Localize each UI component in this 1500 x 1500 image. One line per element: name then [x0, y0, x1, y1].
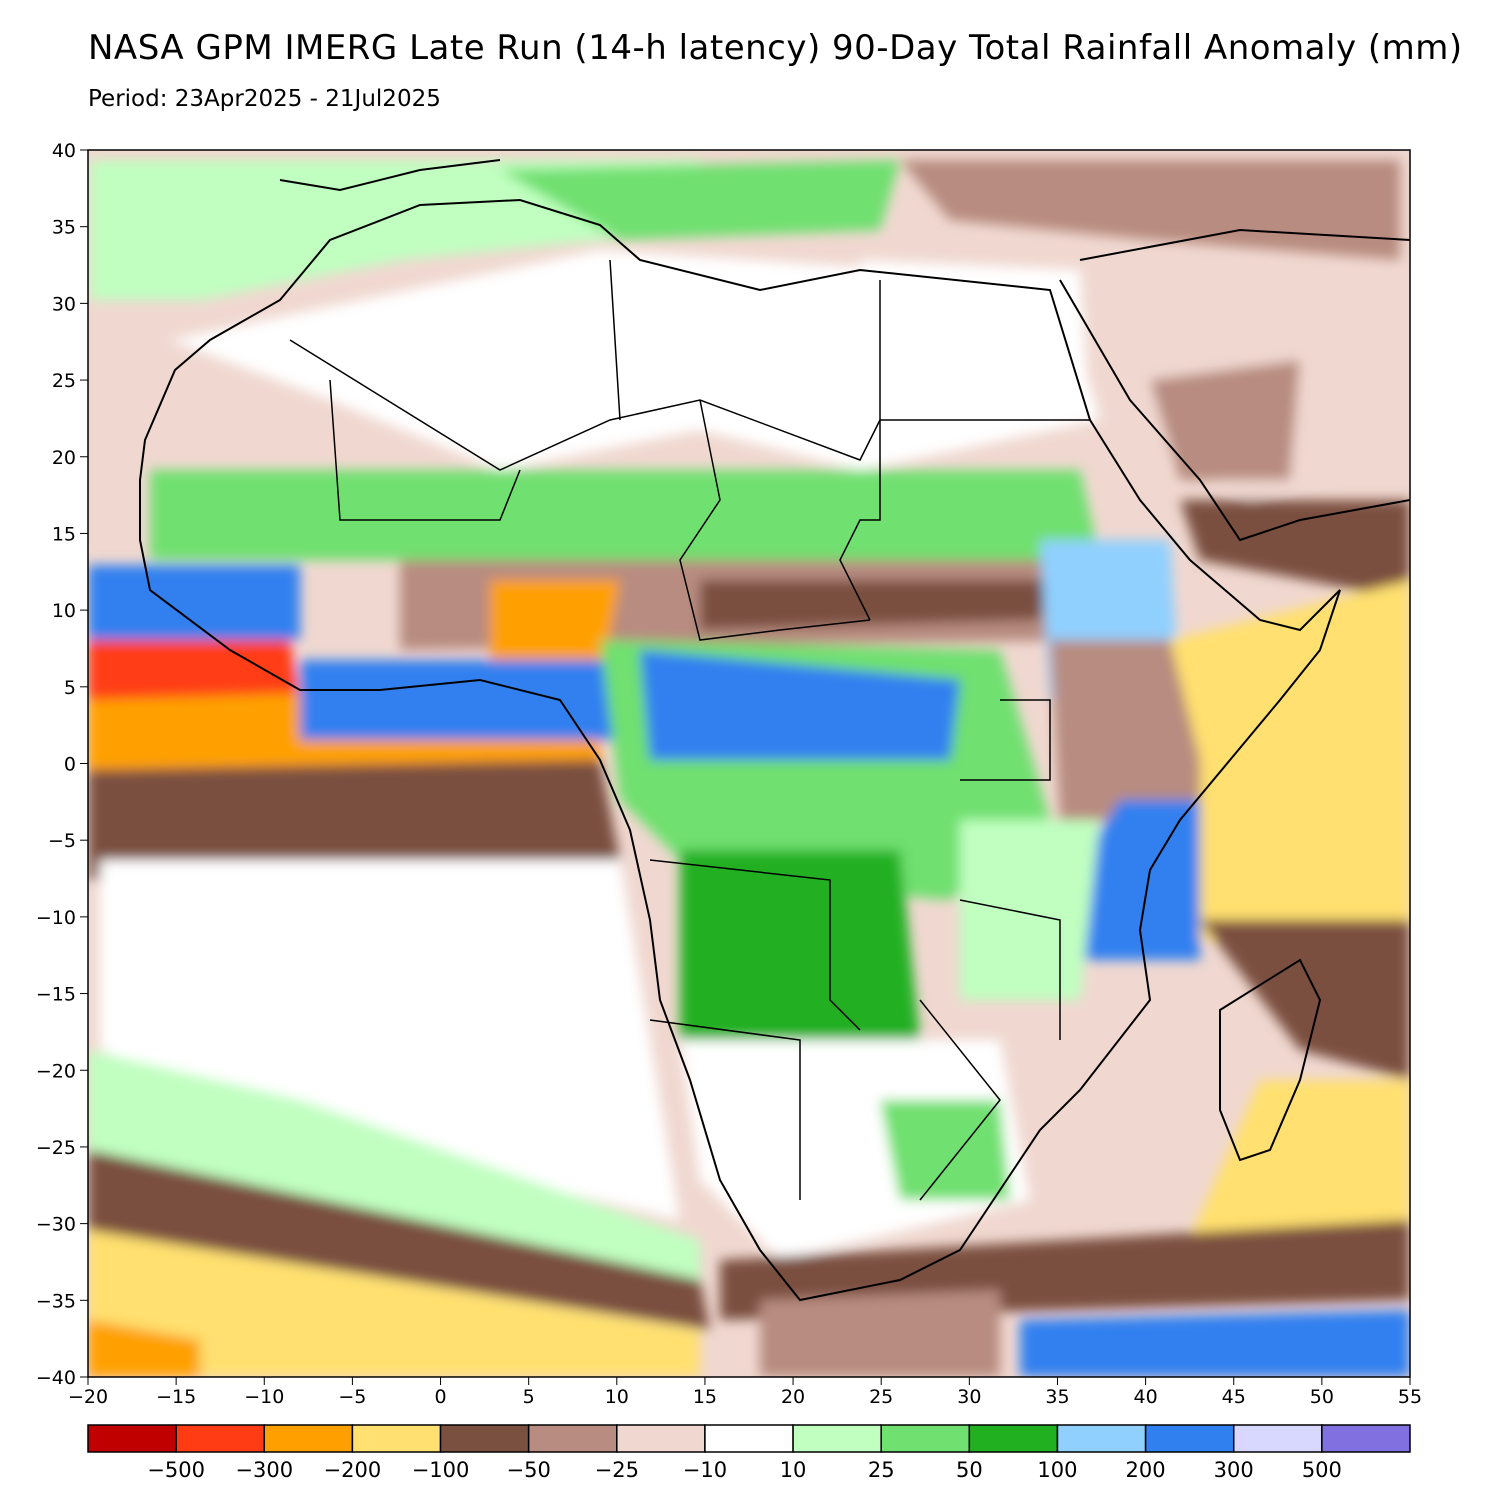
- legend-label: 300: [1214, 1458, 1254, 1482]
- y-tick-label: 10: [52, 600, 76, 622]
- x-tick-label: 15: [693, 1386, 717, 1408]
- legend-swatch: [351, 1424, 442, 1453]
- legend-label: −500: [147, 1458, 205, 1482]
- legend-swatch: [704, 1424, 794, 1453]
- y-tick-label: 30: [52, 293, 76, 315]
- map-title: NASA GPM IMERG Late Run (14-h latency) 9…: [88, 28, 1463, 68]
- legend-swatch: [263, 1424, 354, 1453]
- x-tick-label: 30: [957, 1386, 981, 1408]
- x-tick-label: −20: [68, 1386, 108, 1408]
- y-tick-label: 0: [64, 754, 76, 776]
- x-axis: −20 −15 −10 −5 0 5 10 15 20 25 30 35 40 45 50 55: [68, 1377, 1422, 1408]
- y-tick-label: 5: [64, 677, 76, 699]
- y-tick-label: −20: [36, 1060, 76, 1082]
- y-tick-label: −30: [36, 1214, 76, 1236]
- legend-label: −10: [683, 1458, 727, 1482]
- x-tick-label: 25: [869, 1386, 893, 1408]
- legend-label: 10: [780, 1458, 807, 1482]
- legend-label: −100: [412, 1458, 470, 1482]
- y-tick-label: 15: [52, 523, 76, 545]
- x-tick-label: 50: [1310, 1386, 1334, 1408]
- y-tick-label: −5: [48, 830, 76, 852]
- legend-label: −300: [235, 1458, 293, 1482]
- legend-label: −200: [324, 1458, 382, 1482]
- anomaly-field: [88, 150, 1410, 1377]
- x-tick-label: 5: [523, 1386, 535, 1408]
- legend-label: 25: [868, 1458, 895, 1482]
- country-borders: [289, 259, 1090, 1201]
- x-tick-label: −5: [338, 1386, 366, 1408]
- legend-label: 200: [1126, 1458, 1166, 1482]
- period-subtitle: Period: 23Apr2025 - 21Jul2025: [88, 86, 441, 112]
- x-tick-label: −10: [244, 1386, 284, 1408]
- y-tick-label: −25: [36, 1137, 76, 1159]
- legend-label: −50: [507, 1458, 551, 1482]
- legend-label: 500: [1302, 1458, 1342, 1482]
- legend-swatch: [1321, 1424, 1411, 1453]
- y-tick-label: 25: [52, 370, 76, 392]
- legend-swatch: [439, 1424, 530, 1453]
- y-tick-label: −10: [36, 907, 76, 929]
- legend-swatch: [968, 1424, 1059, 1453]
- legend-swatch: [527, 1424, 618, 1453]
- x-tick-label: 10: [605, 1386, 629, 1408]
- y-tick-label: 35: [52, 217, 76, 239]
- y-tick-label: 20: [52, 447, 76, 469]
- x-tick-label: −15: [156, 1386, 196, 1408]
- y-axis: 40 35 30 25 20 15 10 5 0 −5 −10 −15 −20 −25 −30 −35 −40: [36, 140, 88, 1389]
- y-tick-label: −40: [36, 1367, 76, 1389]
- y-tick-label: −15: [36, 984, 76, 1006]
- legend-swatch: [175, 1424, 266, 1453]
- x-tick-label: 35: [1045, 1386, 1069, 1408]
- x-tick-label: 55: [1398, 1386, 1422, 1408]
- legend-swatch: [616, 1424, 706, 1453]
- legend-swatch: [1056, 1424, 1147, 1453]
- x-tick-label: 0: [434, 1386, 446, 1408]
- y-tick-label: −35: [36, 1290, 76, 1312]
- legend-swatch: [87, 1424, 177, 1453]
- color-legend: −500 −300 −200 −100 −50 −25 −10 10 25 50 100 200 300…: [87, 1424, 1411, 1482]
- legend-label: 100: [1037, 1458, 1077, 1482]
- legend-swatch: [792, 1424, 882, 1453]
- coastlines: [139, 159, 1410, 1302]
- legend-label: −25: [595, 1458, 639, 1482]
- x-tick-label: 45: [1222, 1386, 1246, 1408]
- y-tick-label: 40: [52, 140, 76, 162]
- legend-swatch: [880, 1424, 971, 1453]
- legend-swatch: [1232, 1424, 1323, 1453]
- x-tick-label: 20: [781, 1386, 805, 1408]
- legend-label: 50: [956, 1458, 983, 1482]
- x-tick-label: 40: [1134, 1386, 1158, 1408]
- legend-swatch: [1144, 1424, 1235, 1453]
